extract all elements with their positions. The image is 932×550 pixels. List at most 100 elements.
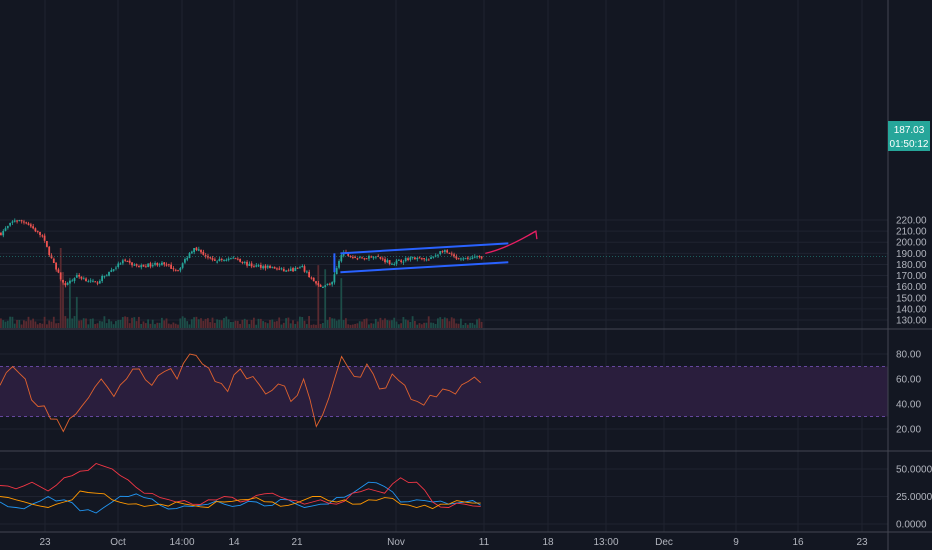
volume-bar <box>27 316 30 328</box>
volume-bar <box>299 316 301 328</box>
candle-down <box>370 256 373 258</box>
candle-down <box>170 264 172 269</box>
volume-bar <box>59 248 62 328</box>
candle-up <box>87 281 90 283</box>
candlestick-series <box>0 218 888 289</box>
volume-bar <box>87 324 90 328</box>
volume-bar <box>253 317 255 328</box>
volume-bar <box>149 323 152 328</box>
candle-down <box>356 258 359 260</box>
candle-down <box>29 224 32 227</box>
candle-down <box>131 262 133 266</box>
candle-down <box>163 262 166 265</box>
projection-arrowhead[interactable] <box>528 230 538 240</box>
volume-bar <box>315 324 317 328</box>
candle-down <box>202 251 205 255</box>
volume-bar <box>374 318 377 328</box>
candle-up <box>471 257 474 259</box>
candle-up <box>437 254 439 256</box>
candle-down <box>292 268 294 272</box>
candle-up <box>402 261 405 263</box>
candle-down <box>204 255 207 257</box>
candle-up <box>331 282 333 285</box>
volume-bar <box>368 324 370 328</box>
volume-bar <box>345 318 347 328</box>
volume-bar <box>450 317 453 328</box>
volume-bar <box>326 320 329 328</box>
time-tick-label: 21 <box>291 537 303 548</box>
volume-bar <box>193 317 195 328</box>
candle-down <box>34 228 37 232</box>
candle-up <box>75 275 78 278</box>
volume-bar <box>273 321 276 328</box>
indicator-line-blue <box>0 481 481 514</box>
volume-bar <box>71 318 74 328</box>
volume-bar <box>92 318 94 328</box>
volume-bar <box>73 316 76 328</box>
candle-down <box>480 256 483 259</box>
volume-bar <box>427 316 430 328</box>
candle-up <box>368 256 370 259</box>
volume-bar <box>55 323 57 328</box>
indicator-tick-label: 0.0000 <box>896 520 927 531</box>
volume-bar <box>131 317 133 328</box>
volume-bar <box>236 320 239 328</box>
volume-histogram <box>0 248 483 328</box>
candle-down <box>142 264 145 267</box>
volume-bar <box>418 323 421 328</box>
channel-upper-line[interactable] <box>340 242 509 255</box>
candle-up <box>13 220 16 222</box>
candle-down <box>64 283 67 286</box>
candle-down <box>234 258 237 260</box>
volume-bar <box>386 320 389 328</box>
volume-bar <box>322 323 324 328</box>
candle-up <box>4 228 7 231</box>
volume-bar <box>50 321 53 328</box>
volume-bar <box>11 316 14 328</box>
volume-bar <box>112 324 115 328</box>
time-tick-label: 9 <box>733 537 739 548</box>
volume-bar <box>18 319 21 328</box>
candle-down <box>453 254 455 257</box>
volume-bar <box>441 319 444 328</box>
time-tick-label: Nov <box>387 537 405 548</box>
volume-bar <box>232 321 235 328</box>
candle-up <box>393 264 396 266</box>
price-axis[interactable]: 220.00210.00200.00190.00180.00170.00160.… <box>896 216 932 531</box>
time-tick-label: 13:00 <box>593 537 618 548</box>
candle-up <box>243 262 246 264</box>
volume-bar <box>147 319 149 328</box>
volume-bar <box>69 277 71 328</box>
candle-up <box>2 230 5 236</box>
candle-up <box>186 257 189 260</box>
candle-up <box>299 267 301 269</box>
last-price-badge <box>888 121 930 151</box>
volume-bar <box>39 323 41 328</box>
time-axis[interactable]: 23 Oct 14:00 14 21 Nov 11 18 13:00 Dec 9 16 23 <box>39 537 868 548</box>
volume-bar <box>453 318 455 328</box>
volume-bar <box>264 322 267 328</box>
candle-down <box>57 269 60 273</box>
volume-bar <box>266 323 269 328</box>
candle-down <box>48 246 51 256</box>
candle-down <box>195 247 198 251</box>
candle-down <box>135 264 138 266</box>
candle-up <box>190 251 193 254</box>
volume-bar <box>443 317 446 328</box>
candle-down <box>303 266 306 272</box>
volume-bar <box>108 319 110 328</box>
candle-down <box>43 235 46 241</box>
volume-bar <box>121 317 124 328</box>
volume-bar <box>29 320 32 328</box>
channel-drawings[interactable] <box>333 230 538 274</box>
candle-down <box>209 257 212 259</box>
candle-up <box>469 258 471 260</box>
candle-down <box>250 263 253 267</box>
candle-down <box>319 284 322 287</box>
volume-bar <box>218 319 221 328</box>
channel-lower-line[interactable] <box>340 261 509 274</box>
volume-bar <box>414 320 416 328</box>
